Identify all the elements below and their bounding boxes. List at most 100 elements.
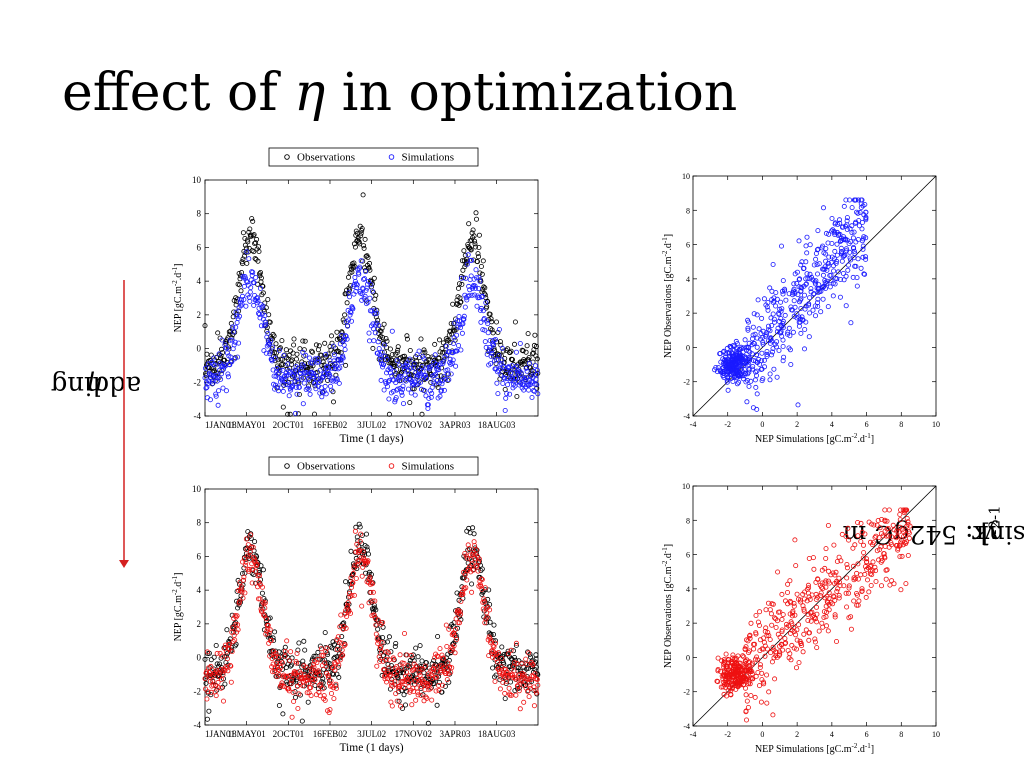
simulation-point: [326, 710, 332, 716]
simulation-point: [498, 664, 504, 670]
scatter-point: [754, 344, 760, 350]
simulation-point: [229, 359, 235, 365]
scatter-point: [867, 563, 873, 569]
observation-point: [373, 292, 379, 298]
observation-point: [484, 298, 490, 304]
observation-point: [322, 340, 328, 346]
scatter-point: [818, 590, 824, 596]
scatter-point: [713, 364, 719, 370]
simulation-point: [420, 678, 426, 684]
observation-point: [469, 581, 475, 587]
simulation-point: [529, 394, 535, 400]
simulation-point: [404, 360, 410, 366]
simulation-point: [262, 313, 268, 319]
scatter-point: [752, 377, 758, 383]
y-tick-label: 0: [686, 343, 690, 352]
observation-point: [533, 652, 539, 658]
scatter-point: [720, 684, 726, 690]
simulation-point: [322, 697, 328, 703]
observation-point: [480, 258, 486, 264]
scatter-point: [885, 526, 891, 532]
scatter-point: [800, 591, 806, 597]
scatter-point: [851, 575, 857, 581]
scatter-point: [868, 583, 874, 589]
simulation-point: [216, 685, 222, 691]
scatter-point: [831, 256, 837, 262]
simulation-point: [432, 674, 438, 680]
scatter-point: [837, 294, 843, 300]
simulation-point: [279, 378, 285, 384]
simulation-point: [218, 676, 224, 682]
scatter-point: [801, 608, 807, 614]
scatter-point: [883, 533, 889, 539]
scatter-point: [741, 654, 747, 660]
scatter-point: [810, 307, 816, 313]
simulation-point: [236, 599, 242, 605]
scatter-point: [873, 579, 879, 585]
simulation-point: [244, 249, 250, 255]
simulation-point: [516, 678, 522, 684]
simulation-point: [224, 656, 230, 662]
simulation-point: [394, 698, 400, 704]
simulation-point: [439, 378, 445, 384]
simulation-point: [376, 346, 382, 352]
observation-point: [456, 281, 462, 287]
observation-point: [414, 679, 420, 685]
legend-label-observations: Observations: [297, 461, 355, 473]
scatter-point: [822, 565, 828, 571]
simulation-point: [469, 292, 475, 298]
scatter-point: [794, 311, 800, 317]
scatter-point: [795, 292, 801, 298]
scatter-point: [846, 590, 852, 596]
simulation-point: [328, 678, 334, 684]
simulation-point: [345, 600, 351, 606]
observation-point: [276, 346, 282, 352]
scatter-point: [798, 330, 804, 336]
scatter-point: [854, 591, 860, 597]
scatter-point: [831, 594, 837, 600]
observation-point: [409, 357, 415, 363]
scatter-point: [806, 630, 812, 636]
scatter-point: [880, 533, 886, 539]
scatter-point: [849, 205, 855, 211]
observation-point: [369, 278, 375, 284]
simulation-point: [454, 332, 460, 338]
scatter-point: [898, 587, 904, 593]
observation-point: [396, 698, 402, 704]
observation-point: [370, 345, 376, 351]
simulation-point: [452, 633, 458, 639]
simulation-point: [399, 386, 405, 392]
simulation-point: [236, 313, 242, 319]
simulation-point: [424, 695, 430, 701]
y-tick-label: 2: [197, 310, 202, 320]
simulation-point: [243, 536, 249, 542]
scatter-point: [812, 281, 818, 287]
simulation-point: [216, 388, 222, 394]
simulation-point: [306, 386, 312, 392]
observation-point: [311, 411, 317, 417]
simulation-point: [467, 552, 473, 558]
scatter-point: [754, 406, 760, 412]
scatter-point: [834, 580, 840, 586]
simulation-point: [322, 383, 328, 389]
simulation-point: [451, 335, 457, 341]
observation-point: [345, 274, 351, 280]
scatter-point: [844, 575, 850, 581]
observation-point: [341, 319, 347, 325]
observation-point: [384, 639, 390, 645]
simulation-point: [393, 395, 399, 401]
scatter-point: [773, 290, 779, 296]
scatter-point: [870, 568, 876, 574]
scatter-point: [787, 578, 793, 584]
simulation-point: [261, 323, 267, 329]
simulation-point: [326, 370, 332, 376]
scatter-point: [823, 285, 829, 291]
scatter-point: [745, 357, 751, 363]
simulation-point: [238, 584, 244, 590]
scatter-point: [836, 554, 842, 560]
scatter-point: [811, 291, 817, 297]
observation-point: [282, 644, 288, 650]
scatter-point: [769, 601, 775, 607]
simulation-point: [422, 372, 428, 378]
scatter-point: [844, 562, 850, 568]
